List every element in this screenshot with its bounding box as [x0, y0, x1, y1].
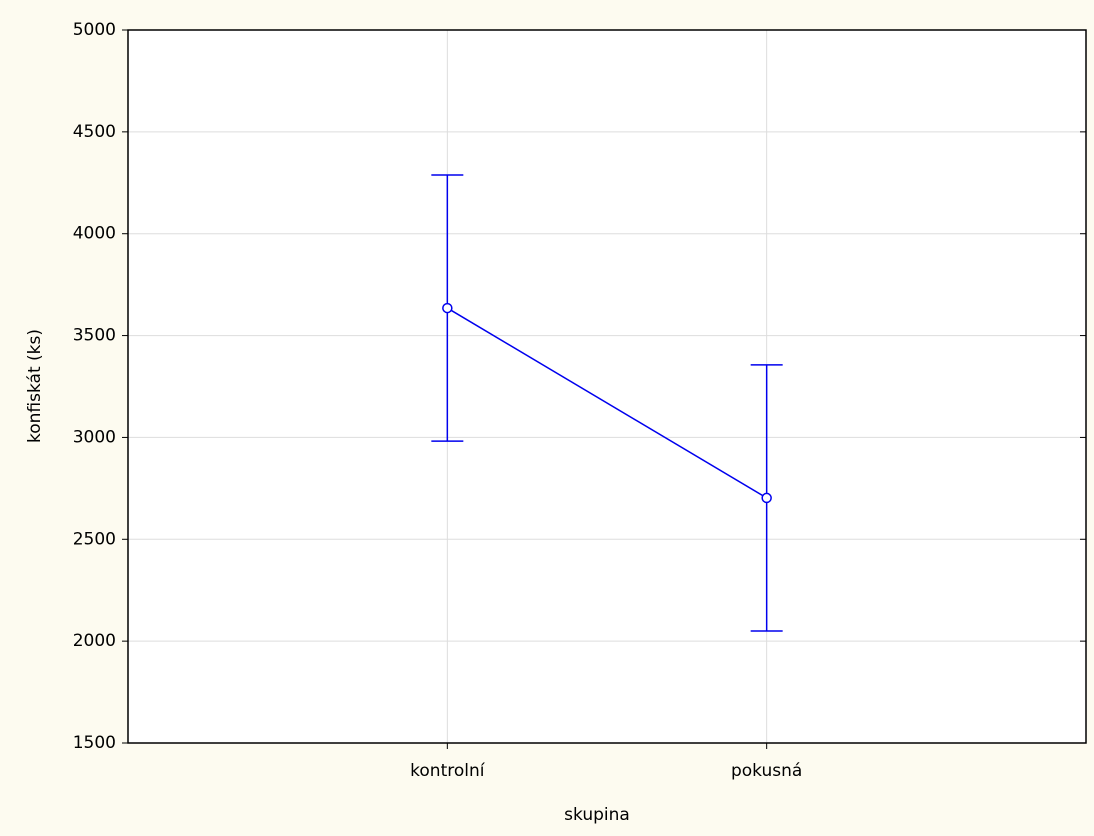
y-tick-label: 2500 [73, 529, 116, 549]
y-axis-label: konfiskát (ks) [25, 329, 45, 443]
y-tick-label: 3500 [73, 326, 116, 346]
y-tick-label: 4000 [73, 224, 116, 244]
plot-frame [127, 29, 1087, 744]
plot-area [128, 30, 1086, 743]
x-tick-label: pokusná [731, 761, 802, 781]
mean-marker [442, 302, 453, 314]
y-tick-label: 5000 [73, 20, 116, 40]
x-axis-label: skupina [564, 805, 630, 825]
mean-marker [761, 492, 772, 504]
x-tick-label: kontrolní [410, 761, 486, 781]
y-tick-label: 3000 [73, 427, 116, 447]
y-tick-label: 2000 [73, 631, 116, 651]
y-tick-label: 4500 [73, 122, 116, 142]
mean-line [446, 307, 768, 499]
y-tick-label: 1500 [73, 733, 116, 753]
